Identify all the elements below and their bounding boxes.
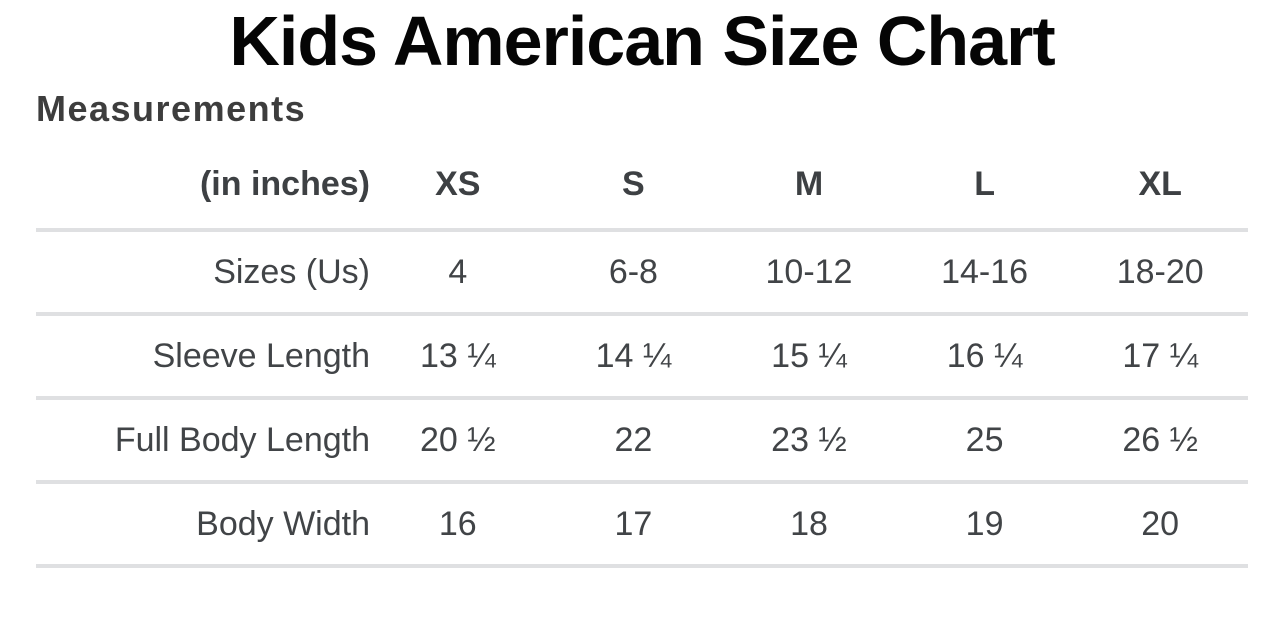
size-table: (in inches) XS S M L XL Sizes (Us) 4 6-8… <box>36 150 1248 568</box>
cell: 13 ¼ <box>370 313 546 400</box>
unit-label: (in inches) <box>36 150 370 232</box>
column-header-s: S <box>545 150 722 232</box>
cell: 15 ¼ <box>721 313 897 400</box>
cell: 25 <box>896 397 1073 484</box>
page-title: Kids American Size Chart <box>229 2 1055 80</box>
cell: 6-8 <box>545 229 722 316</box>
cell: 17 <box>545 481 722 568</box>
cell: 20 ½ <box>370 397 546 484</box>
cell: 4 <box>370 229 546 316</box>
cell: 10-12 <box>721 229 897 316</box>
cell: 14 ¼ <box>545 313 722 400</box>
column-header-m: M <box>721 150 897 232</box>
cell: 23 ½ <box>721 397 897 484</box>
cell: 16 <box>370 481 546 568</box>
column-header-xl: XL <box>1072 150 1248 232</box>
cell: 26 ½ <box>1072 397 1248 484</box>
row-label: Sleeve Length <box>36 313 370 400</box>
header-row: (in inches) XS S M L XL <box>36 150 1248 232</box>
cell: 22 <box>545 397 722 484</box>
table-row-sizes: Sizes (Us) 4 6-8 10-12 14-16 18-20 <box>36 229 1248 316</box>
column-header-xs: XS <box>370 150 546 232</box>
cell: 17 ¼ <box>1072 313 1248 400</box>
column-header-l: L <box>896 150 1073 232</box>
table-row-full-body-length: Full Body Length 20 ½ 22 23 ½ 25 26 ½ <box>36 397 1248 484</box>
cell: 18 <box>721 481 897 568</box>
size-chart-page: Kids American Size Chart Measurements (i… <box>0 2 1284 568</box>
table-row-sleeve-length: Sleeve Length 13 ¼ 14 ¼ 15 ¼ 16 ¼ 17 ¼ <box>36 313 1248 400</box>
row-label: Sizes (Us) <box>36 229 370 316</box>
row-label: Full Body Length <box>36 397 370 484</box>
cell: 20 <box>1072 481 1248 568</box>
section-heading: Measurements <box>36 88 307 130</box>
table-row-body-width: Body Width 16 17 18 19 20 <box>36 481 1248 568</box>
cell: 16 ¼ <box>896 313 1073 400</box>
row-label: Body Width <box>36 481 370 568</box>
cell: 14-16 <box>896 229 1073 316</box>
cell: 18-20 <box>1072 229 1248 316</box>
cell: 19 <box>896 481 1073 568</box>
